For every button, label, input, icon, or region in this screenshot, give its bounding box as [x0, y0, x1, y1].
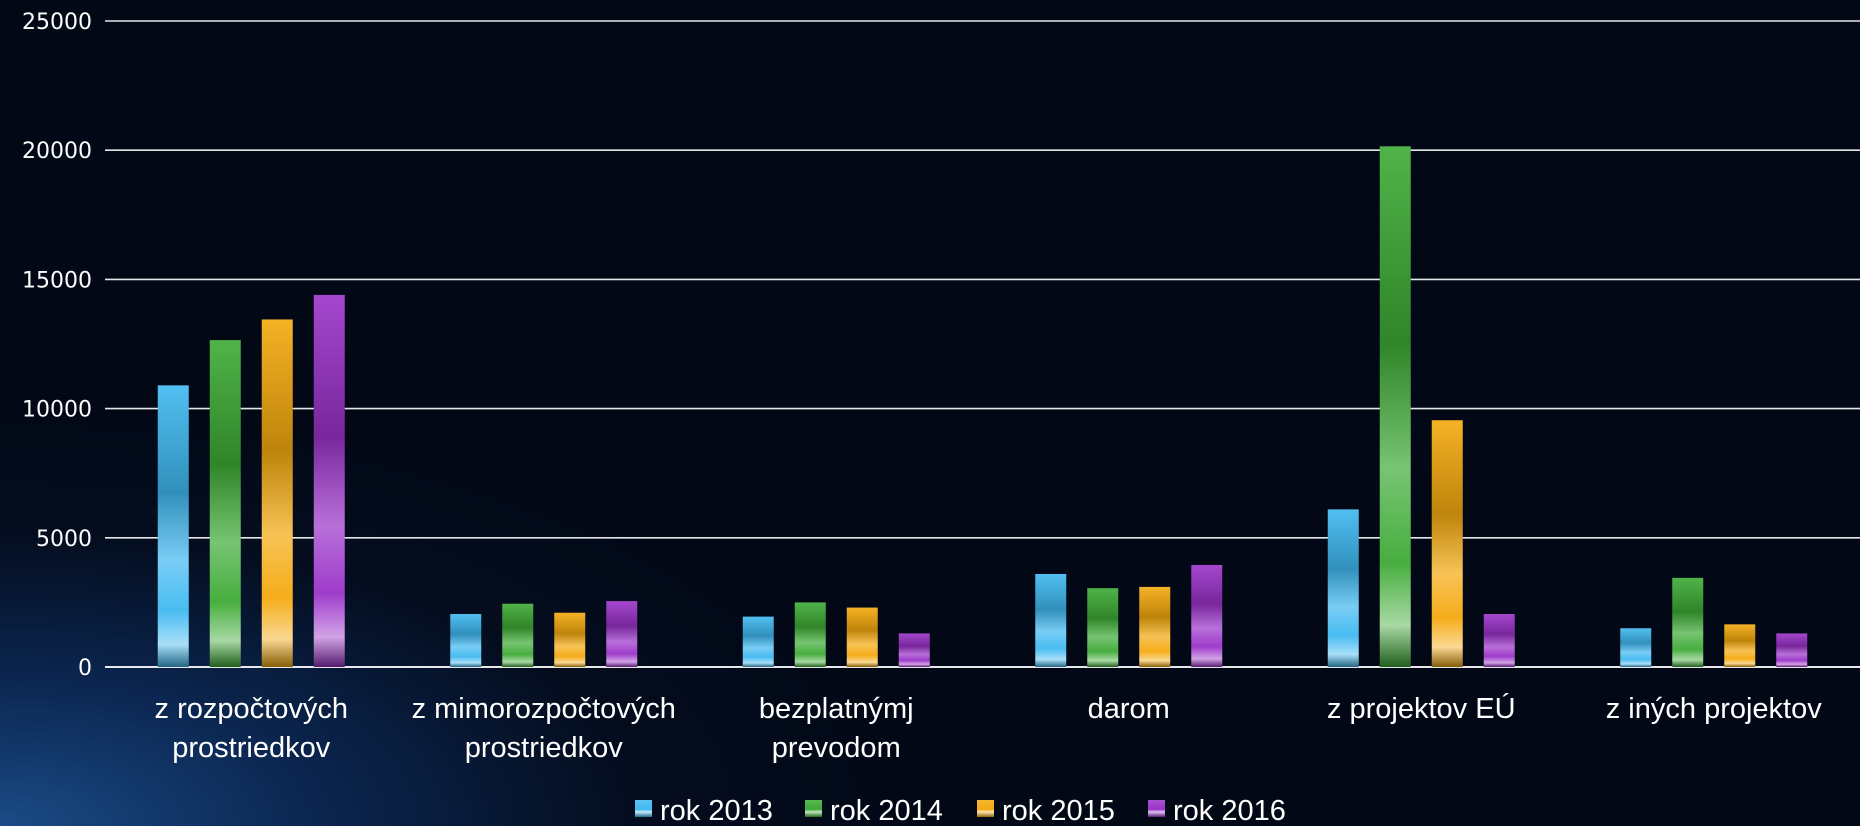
bar: [261, 319, 293, 667]
bar: [502, 603, 534, 667]
x-axis: z rozpočtových prostriedkov z mimorozpočto…: [155, 692, 1823, 764]
bar: [313, 294, 345, 667]
bar: [1620, 628, 1652, 667]
bar: [450, 614, 482, 667]
y-tick-label: 10000: [22, 398, 92, 423]
legend-label: rok 2013: [660, 795, 773, 826]
x-category-label: darom: [1088, 693, 1170, 725]
bar: [1327, 509, 1359, 667]
y-tick-label: 25000: [22, 10, 92, 35]
bar: [1724, 624, 1756, 667]
bars: [157, 146, 1808, 668]
bar: [1139, 586, 1171, 667]
gridlines: [105, 20, 1860, 668]
x-category-label: prostriedkov: [172, 732, 330, 764]
x-category-label: z rozpočtových: [155, 693, 348, 725]
legend-swatch: [805, 800, 822, 817]
bar: [157, 385, 189, 667]
x-category-label: bezplatnýmj: [759, 693, 914, 725]
bar: [1035, 573, 1067, 667]
x-category-label: prevodom: [772, 732, 901, 764]
bar: [209, 340, 241, 667]
bar: [1672, 577, 1704, 667]
legend-swatch: [635, 800, 652, 817]
y-tick-label: 20000: [22, 139, 92, 164]
y-tick-label: 15000: [22, 268, 92, 293]
bar: [1191, 564, 1223, 667]
bar: [1776, 633, 1808, 667]
bar: [1431, 420, 1463, 667]
bar: [794, 602, 826, 667]
legend: rok 2013 rok 2014 rok 2015 rok 2016: [635, 795, 1286, 826]
bar: [1087, 588, 1119, 667]
y-tick-label: 5000: [36, 527, 92, 552]
legend-swatch: [1148, 800, 1165, 817]
x-category-label: z projektov EÚ: [1327, 692, 1516, 725]
x-category-label: prostriedkov: [465, 732, 623, 764]
x-category-label: z mimorozpočtových: [412, 693, 676, 725]
bar: [742, 616, 774, 667]
y-axis: 0 5000 10000 15000 20000 25000: [22, 10, 92, 681]
x-category-label: z iných projektov: [1606, 693, 1822, 725]
legend-label: rok 2015: [1002, 795, 1115, 826]
bar: [1379, 146, 1411, 668]
legend-swatch: [977, 800, 994, 817]
bar: [898, 633, 930, 667]
bar: [554, 612, 586, 667]
bar: [846, 607, 878, 667]
bar: [606, 601, 638, 667]
bar: [1483, 614, 1515, 667]
y-tick-label: 0: [78, 656, 92, 681]
legend-label: rok 2014: [830, 795, 943, 826]
legend-label: rok 2016: [1173, 795, 1286, 826]
